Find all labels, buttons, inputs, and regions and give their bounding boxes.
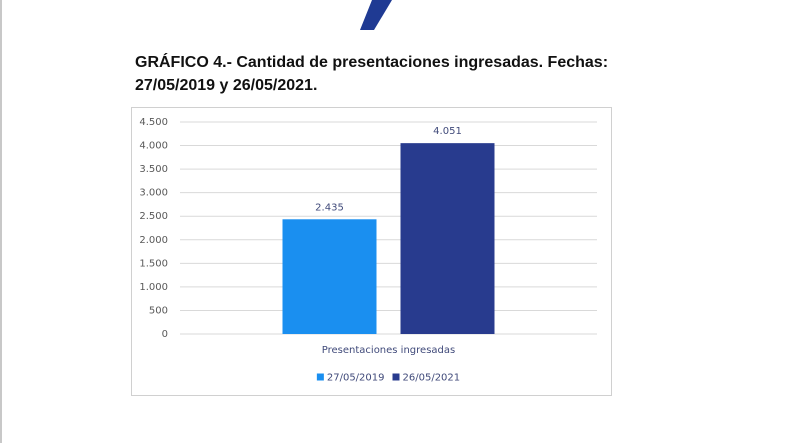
data-label: 2.435 xyxy=(315,202,344,213)
x-tick-label: Presentaciones ingresadas xyxy=(322,345,455,356)
y-tick-label: 3.500 xyxy=(139,164,168,175)
y-tick-label: 0 xyxy=(162,329,168,340)
y-tick-label: 500 xyxy=(149,305,168,316)
y-tick-label: 2.500 xyxy=(139,211,168,222)
y-tick-label: 1.000 xyxy=(139,282,168,293)
y-tick-label: 4.500 xyxy=(139,117,168,128)
legend-swatch xyxy=(316,373,324,381)
y-tick-label: 2.000 xyxy=(139,235,168,246)
data-label: 4.051 xyxy=(433,126,462,137)
chart-title: GRÁFICO 4.- Cantidad de presentaciones i… xyxy=(135,54,609,94)
bar xyxy=(282,219,377,334)
legend-label: 26/05/2021 xyxy=(403,373,461,384)
legend-label: 27/05/2019 xyxy=(327,373,385,384)
y-tick-label: 3.000 xyxy=(139,188,168,199)
bar xyxy=(400,143,495,334)
y-tick-label: 1.500 xyxy=(139,258,168,269)
y-tick-label: 4.000 xyxy=(139,141,168,152)
logo-slash xyxy=(360,0,392,30)
legend-swatch xyxy=(392,373,400,381)
